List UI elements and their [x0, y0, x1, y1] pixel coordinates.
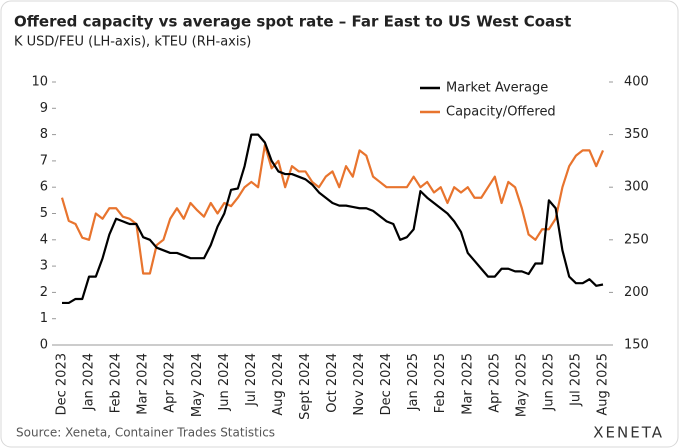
chart-subtitle: K USD/FEU (LH-axis), kTEU (RH-axis) [14, 35, 251, 50]
x-tick-label: Sept 2024 [298, 353, 313, 420]
y-tick-label: 0 [40, 338, 48, 353]
x-tick-label: Apr 2025 [487, 353, 502, 413]
source: Source: Xeneta, Container Trades Statist… [16, 426, 275, 440]
x-tick-label: Jul 2024 [244, 353, 259, 407]
brand: XENETA [593, 424, 664, 442]
y-tick-label: 9 [40, 101, 48, 116]
y2-tick-label: 300 [624, 180, 649, 195]
y2-tick-label: 400 [624, 75, 649, 90]
x-tick-label: Feb 2024 [109, 353, 124, 413]
x-tick-label: Mar 2024 [136, 353, 151, 415]
x-tick-label: Aug 2024 [271, 353, 286, 416]
series-line [62, 133, 604, 305]
x-tick-label: Aug 2025 [596, 353, 611, 416]
y-tick-label: 8 [40, 127, 48, 142]
y2-tick-label: 250 [624, 232, 649, 247]
legend-label: Capacity/Offered [446, 105, 556, 120]
x-tick-label: Apr 2024 [163, 353, 178, 413]
x-tick-label: Dec 2023 [55, 353, 70, 415]
y-tick-label: 5 [40, 206, 48, 221]
y-tick-label: 4 [40, 232, 48, 247]
y-tick-label: 6 [40, 180, 48, 195]
x-tick-label: Jun 2025 [541, 353, 556, 412]
legend-label: Market Average [446, 81, 548, 96]
x-tick-label: Dec 2024 [379, 353, 394, 415]
x-tick-label: Feb 2025 [433, 353, 448, 413]
x-tick-label: Nov 2024 [352, 353, 367, 416]
y-tick-label: 2 [40, 285, 48, 300]
x-tick-label: May 2025 [514, 353, 529, 417]
series-line [60, 144, 605, 275]
y-tick-label: 7 [40, 153, 48, 168]
y-tick-label: 10 [31, 75, 48, 90]
y2-tick-label: 150 [624, 338, 649, 353]
x-tick-label: Mar 2025 [460, 353, 475, 415]
x-tick-label: Jul 2025 [568, 353, 583, 407]
y2-tick-label: 350 [624, 127, 649, 142]
x-tick-label: Jun 2024 [217, 353, 232, 412]
y-tick-label: 1 [40, 311, 48, 326]
x-tick-label: May 2024 [190, 353, 205, 417]
x-tick-label: Jan 2024 [82, 353, 97, 411]
x-tick-label: Jan 2025 [406, 353, 421, 411]
x-tick-label: Oct 2024 [325, 353, 340, 413]
y-tick-label: 3 [40, 259, 48, 274]
chart-title: Offered capacity vs average spot rate – … [14, 13, 571, 31]
y2-tick-label: 200 [624, 285, 649, 300]
